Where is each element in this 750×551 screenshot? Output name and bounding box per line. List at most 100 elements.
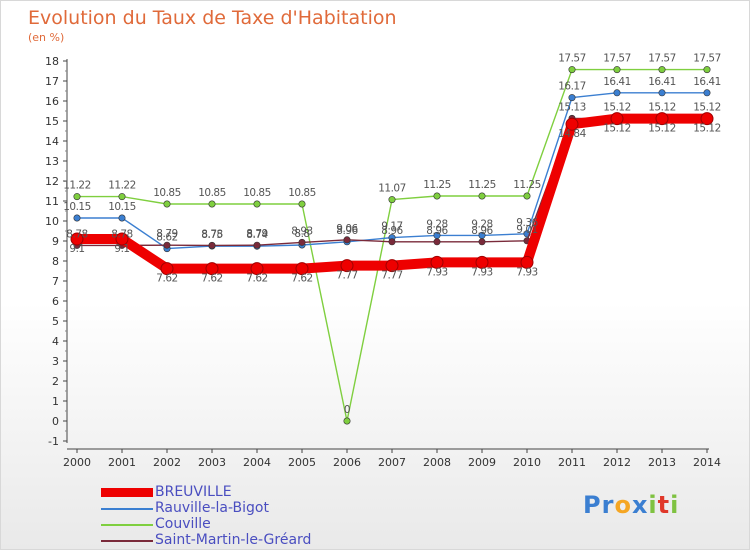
data-label: 17.57 — [693, 53, 721, 65]
y-tick-label: 0 — [52, 415, 59, 428]
data-point — [388, 196, 396, 204]
data-point — [613, 89, 621, 97]
data-label: 10.85 — [243, 187, 271, 199]
data-point — [385, 259, 399, 273]
data-point — [475, 255, 489, 269]
data-label: 11.22 — [63, 180, 91, 192]
data-label: 15.12 — [648, 102, 676, 114]
data-label: 8.96 — [381, 225, 403, 237]
x-tick-label: 2010 — [513, 456, 541, 469]
y-tick-label: -1 — [48, 435, 59, 448]
legend-label-breuville: BREUVILLE — [155, 484, 232, 500]
data-point — [655, 112, 669, 126]
data-label: 9.28 — [471, 218, 492, 230]
y-tick-label: 2 — [52, 375, 59, 388]
data-label: 11.25 — [468, 179, 496, 191]
data-label: 15.12 — [693, 123, 721, 135]
y-tick-label: 6 — [52, 295, 59, 308]
data-point — [520, 255, 534, 269]
x-tick-label: 2002 — [153, 456, 181, 469]
data-label: 7.93 — [516, 266, 537, 278]
data-label: 9.1 — [114, 243, 129, 255]
data-point — [388, 238, 396, 246]
data-label: 7.93 — [471, 266, 492, 278]
x-tick-label: 2001 — [108, 456, 136, 469]
data-label: 8.8 — [294, 228, 309, 240]
data-point — [658, 89, 666, 97]
data-label: 14.84 — [558, 128, 586, 140]
logo-letter: t — [657, 491, 671, 519]
data-label: 16.17 — [558, 81, 586, 93]
data-label: 17.57 — [558, 53, 586, 65]
data-point — [73, 193, 81, 201]
data-label: 16.41 — [648, 76, 676, 88]
y-tick-label: 15 — [45, 115, 59, 128]
data-point — [703, 66, 711, 74]
x-tick-label: 2004 — [243, 456, 271, 469]
data-point — [478, 238, 486, 246]
legend-swatch-couville — [101, 524, 153, 526]
x-tick-label: 2003 — [198, 456, 226, 469]
data-point — [205, 262, 219, 276]
data-label: 7.93 — [426, 266, 447, 278]
data-label: 7.62 — [156, 273, 177, 285]
data-label: 10.85 — [198, 187, 226, 199]
data-point — [433, 192, 441, 200]
data-point — [565, 117, 579, 131]
data-label: 11.25 — [423, 179, 451, 191]
y-tick-label: 1 — [52, 395, 59, 408]
data-label: 15.12 — [603, 102, 631, 114]
data-label: 9.17 — [381, 221, 402, 233]
data-point — [118, 214, 126, 222]
data-label: 11.25 — [513, 179, 541, 191]
data-label: 15.12 — [603, 123, 631, 135]
data-point — [253, 200, 261, 208]
y-tick-label: 10 — [45, 215, 59, 228]
data-label: 15.13 — [558, 101, 586, 113]
data-point — [73, 214, 81, 222]
legend-label-rauville: Rauville-la-Bigot — [155, 500, 269, 516]
y-tick-label: 17 — [45, 75, 59, 88]
data-point — [253, 241, 261, 249]
data-label: 8.75 — [201, 229, 222, 241]
data-point — [343, 417, 351, 425]
y-tick-label: 5 — [52, 315, 59, 328]
data-point — [115, 232, 129, 246]
data-label: 15.12 — [693, 102, 721, 114]
data-label: 17.57 — [603, 53, 631, 65]
logo-letter: i — [648, 491, 658, 519]
data-point — [568, 94, 576, 102]
logo-letter: o — [614, 491, 632, 519]
y-tick-label: 4 — [52, 335, 59, 348]
chart-title: Evolution du Taux de Taxe d'Habitation — [28, 7, 397, 29]
data-point — [295, 262, 309, 276]
data-point — [250, 262, 264, 276]
data-label: 9.06 — [336, 223, 358, 235]
data-point — [658, 66, 666, 74]
proxiti-logo: Proxiti — [583, 491, 679, 519]
x-tick-label: 2005 — [288, 456, 316, 469]
x-tick-label: 2012 — [603, 456, 631, 469]
data-label: 9.01 — [516, 224, 537, 236]
data-label: 8.78 — [201, 228, 222, 240]
data-label: 17.57 — [648, 53, 676, 65]
legend-label-saint-martin: Saint-Martin-le-Gréard — [155, 532, 312, 548]
data-label: 10.15 — [108, 201, 136, 213]
data-label: 10.15 — [63, 201, 91, 213]
data-point — [700, 112, 714, 126]
data-point — [118, 193, 126, 201]
data-label: 8.79 — [156, 228, 177, 240]
data-point — [70, 232, 84, 246]
data-point — [523, 192, 531, 200]
x-tick-label: 2014 — [693, 456, 721, 469]
data-label: 8.78 — [66, 228, 87, 240]
data-label: 16.41 — [603, 76, 631, 88]
data-point — [568, 66, 576, 74]
x-tick-label: 2013 — [648, 456, 676, 469]
data-label: 8.62 — [156, 232, 177, 244]
y-tick-label: 16 — [45, 95, 59, 108]
data-label: 9.28 — [426, 218, 447, 230]
data-point — [298, 238, 306, 246]
